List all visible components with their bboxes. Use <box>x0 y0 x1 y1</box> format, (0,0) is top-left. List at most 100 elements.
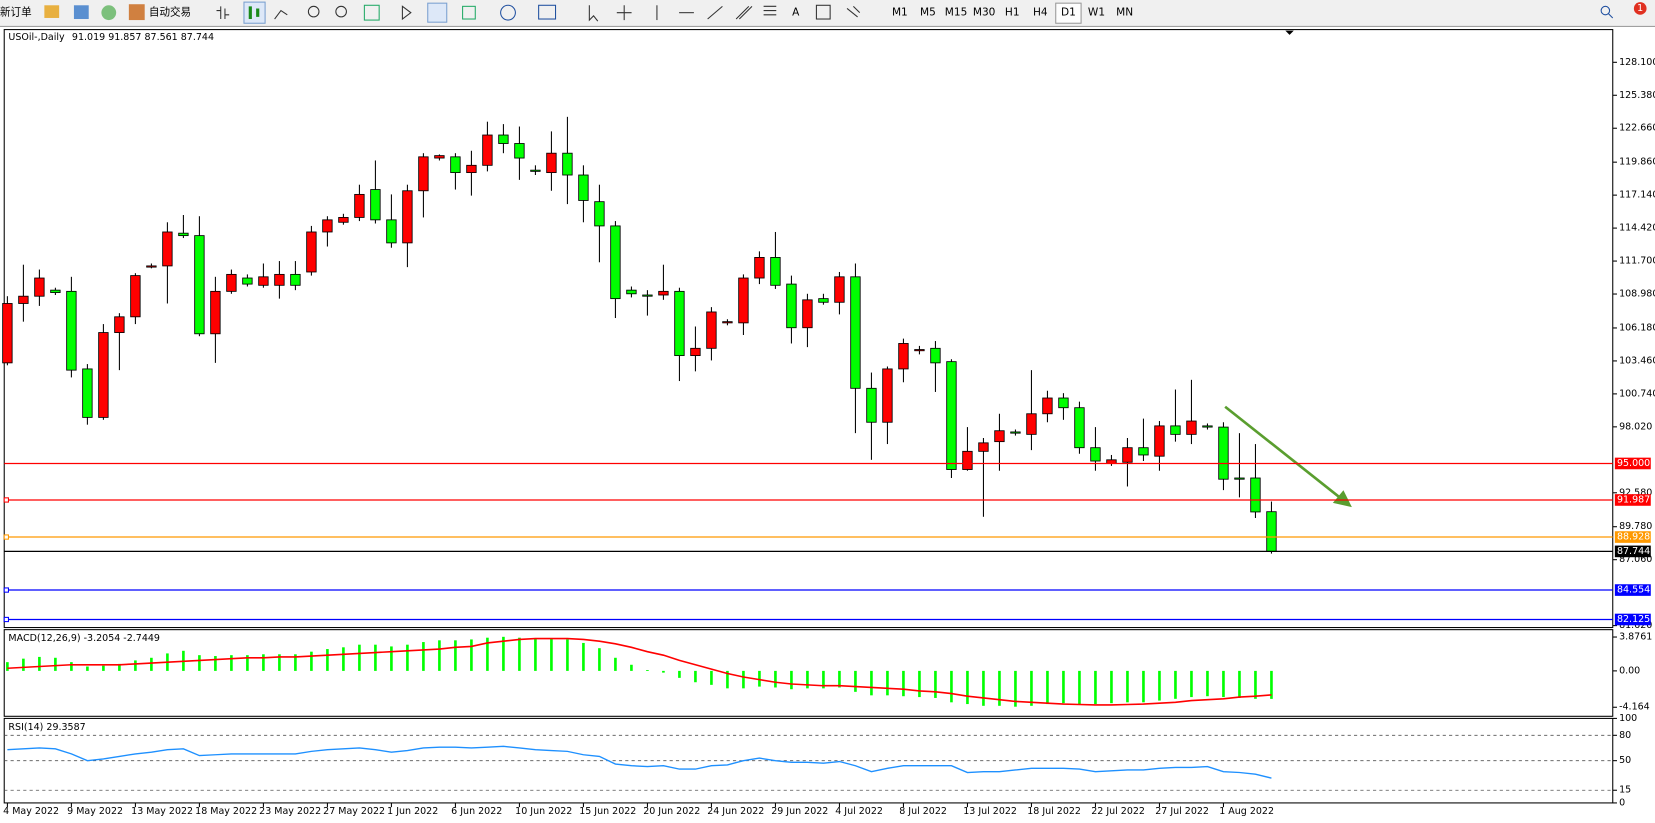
rsi-tick-label: 15 <box>1619 785 1631 796</box>
candle-body <box>882 368 893 423</box>
icon[interactable] <box>44 5 60 18</box>
candle-body <box>1250 477 1261 513</box>
toolbar-icons <box>216 1 1614 24</box>
candle-body <box>754 257 765 279</box>
rsi-tick-label: 80 <box>1619 730 1631 741</box>
cursor-icon[interactable] <box>588 5 599 22</box>
candle-body <box>594 201 605 227</box>
candle-body <box>1138 447 1149 456</box>
line-icon[interactable] <box>274 9 288 20</box>
candle-body <box>1042 397 1053 415</box>
candle-body <box>322 219 333 233</box>
x-tick-label: 6 Jun 2022 <box>451 806 502 817</box>
x-tick-label: 18 May 2022 <box>195 806 257 817</box>
candle-body <box>978 442 989 452</box>
candle-body <box>562 152 573 176</box>
candle-body <box>1074 407 1085 449</box>
auto-trading-button[interactable]: 自动交易 <box>149 6 191 19</box>
timeframe-button[interactable]: W1 <box>1088 7 1105 19</box>
candle-body <box>866 387 877 423</box>
crosshair-icon[interactable] <box>616 5 632 21</box>
candle-body <box>530 169 541 172</box>
candle-body <box>402 190 413 244</box>
x-tick-label: 18 Jul 2022 <box>1027 806 1081 817</box>
candle-body <box>242 277 253 285</box>
macd-tick-label: 3.8761 <box>1619 632 1652 643</box>
macd-header: MACD(12,26,9) -3.2054 -2.7449 <box>8 633 160 644</box>
candle-icon[interactable] <box>248 6 260 20</box>
y-tick-label: 89.780 <box>1619 521 1652 532</box>
rsi-tick-label: 0 <box>1619 797 1625 808</box>
icon[interactable] <box>73 5 89 20</box>
template-icon[interactable] <box>538 4 557 20</box>
fibo-icon[interactable] <box>763 5 777 16</box>
search-icon[interactable] <box>1608 13 1614 19</box>
candle-body <box>114 316 125 333</box>
arrows-icon[interactable] <box>846 5 861 18</box>
timeframe-button[interactable]: M15 <box>945 7 968 19</box>
new-order-button[interactable]: 新订单 <box>0 6 32 19</box>
candle-body <box>1122 447 1133 463</box>
active-icon[interactable] <box>243 1 266 24</box>
indicators-icon[interactable] <box>462 5 476 20</box>
x-tick-label: 20 Jun 2022 <box>643 806 700 817</box>
timeframe-button[interactable]: MN <box>1116 7 1133 19</box>
candle-body <box>354 193 365 218</box>
shift-icon[interactable] <box>427 2 448 23</box>
search-icon[interactable] <box>1600 5 1611 16</box>
chart-header: USOil-,Daily 91.019 91.857 87.561 87.744 <box>8 31 214 42</box>
timeframe-button[interactable]: H1 <box>1005 7 1020 19</box>
zoom-out-icon[interactable] <box>335 5 347 18</box>
x-tick-label: 1 Jun 2022 <box>387 806 438 817</box>
y-tick-label: 81.620 <box>1619 620 1652 631</box>
tile-icon[interactable] <box>363 4 380 21</box>
candle-body <box>50 289 61 293</box>
channel-icon[interactable] <box>735 5 753 20</box>
candle-body <box>146 265 157 268</box>
timeframe-button[interactable]: M5 <box>920 7 936 19</box>
rsi-tick-label: 50 <box>1619 755 1631 766</box>
y-tick-label: 119.860 <box>1619 157 1655 168</box>
candle-body <box>706 311 717 349</box>
macd-panel <box>3 629 1614 717</box>
candle-body <box>1234 477 1245 480</box>
bar-chart-icon[interactable] <box>216 6 230 20</box>
level-tag <box>1614 531 1651 543</box>
level-label: 95.000 <box>1617 458 1650 469</box>
arrow-head <box>1332 490 1352 508</box>
x-tick-label: 24 Jun 2022 <box>707 806 764 817</box>
timeframe-button[interactable]: M1 <box>892 7 908 19</box>
notification-badge[interactable] <box>1633 2 1647 15</box>
x-tick-label: 13 Jul 2022 <box>963 806 1017 817</box>
candle-body <box>1170 425 1181 435</box>
icon[interactable] <box>128 4 145 21</box>
candle-body <box>66 290 77 371</box>
notification-count: 1 <box>1637 3 1643 14</box>
level-handle <box>3 587 9 593</box>
candle-body <box>450 156 461 174</box>
x-tick-label: 22 Jul 2022 <box>1091 806 1145 817</box>
candle-body <box>2 303 13 364</box>
scroll-icon[interactable] <box>401 5 412 21</box>
candle-body <box>674 290 685 357</box>
icon[interactable] <box>101 5 117 21</box>
label-icon[interactable] <box>815 4 831 20</box>
trendline-icon[interactable] <box>707 5 723 20</box>
zoom-in-icon[interactable] <box>307 5 320 18</box>
level-label: 84.554 <box>1617 585 1650 596</box>
period-icon[interactable] <box>500 4 516 21</box>
ohlc: 87.561 <box>144 31 177 42</box>
candle-body <box>802 299 813 329</box>
candle-body <box>274 273 285 286</box>
y-tick-label: 87.060 <box>1619 554 1652 565</box>
candle-body <box>786 283 797 329</box>
timeframe-button[interactable]: H4 <box>1033 7 1048 19</box>
timeframe-button[interactable]: M30 <box>973 7 996 19</box>
candle-body <box>258 276 269 286</box>
candle-body <box>914 349 925 352</box>
text-tool[interactable]: A <box>792 7 800 19</box>
x-tick-label: 8 Jul 2022 <box>899 806 947 817</box>
timeframe-button[interactable]: D1 <box>1061 7 1076 19</box>
